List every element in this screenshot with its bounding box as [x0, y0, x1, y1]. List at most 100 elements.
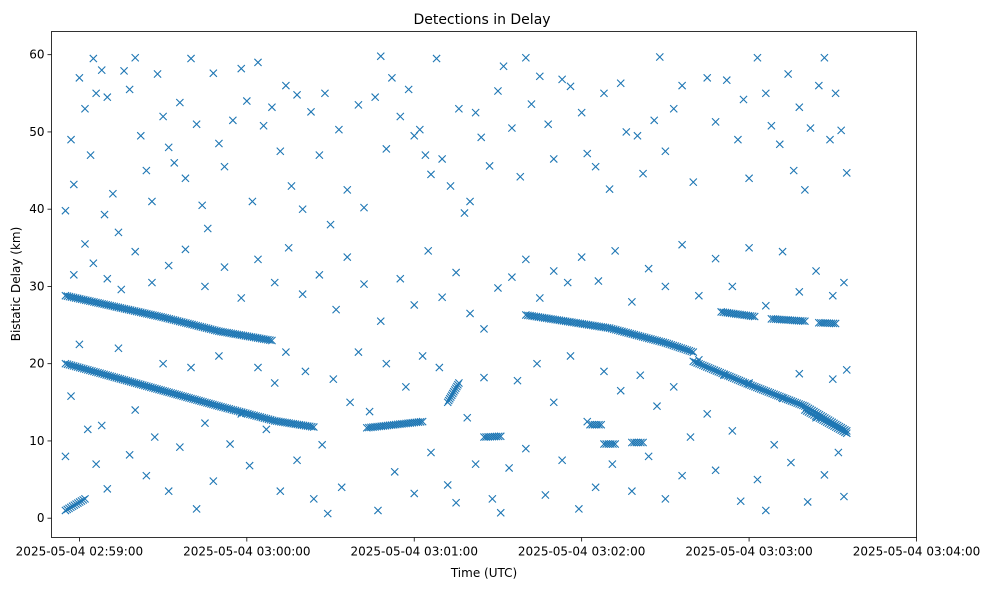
detection-point [839, 492, 848, 501]
detection-point [120, 66, 129, 75]
detection-point [301, 367, 310, 376]
detection-point [815, 414, 824, 423]
detection-point [636, 438, 645, 447]
detection-point [817, 415, 826, 424]
detection-point [396, 274, 405, 283]
detection-point [315, 151, 324, 160]
detection-point [733, 135, 742, 144]
detection-point [92, 89, 101, 98]
y-tick-label: 10 [29, 434, 44, 448]
detection-point [828, 291, 837, 300]
detection-point [820, 417, 829, 426]
detection-point [549, 266, 558, 275]
detection-point [833, 424, 842, 433]
detection-point [309, 494, 318, 503]
detection-point [826, 420, 835, 429]
x-axis: 2025-05-04 02:59:00 2025-05-04 03:00:00 20… [16, 537, 980, 559]
detection-point [839, 427, 848, 436]
detection-point [661, 282, 670, 291]
detection-point [181, 245, 190, 254]
detection-point [800, 185, 809, 194]
detection-point [840, 428, 849, 437]
detection-point [750, 312, 759, 321]
detection-point [181, 174, 190, 183]
detection-point [644, 264, 653, 273]
y-tick-label: 20 [29, 357, 44, 371]
detection-point [563, 278, 572, 287]
detection-point [237, 294, 246, 303]
detection-point [276, 487, 285, 496]
detection-point [828, 421, 837, 430]
detection-point [131, 53, 140, 62]
detection-point [480, 324, 488, 333]
detection-point [831, 423, 840, 432]
detection-point [819, 416, 828, 425]
detection-point [795, 369, 804, 378]
detection-point [97, 66, 106, 75]
x-tick-label: 2025-05-04 03:01:00 [351, 545, 478, 559]
detection-point [811, 412, 820, 421]
detection-point [318, 440, 327, 449]
detection-point [837, 426, 846, 435]
detection-markers [61, 52, 851, 518]
detection-point [814, 81, 823, 90]
detection-point [831, 319, 840, 328]
detection-point [382, 144, 391, 153]
detection-point [103, 274, 112, 283]
detection-point [499, 62, 508, 71]
detection-point [627, 297, 636, 306]
detection-point [463, 413, 472, 422]
detection-point [678, 471, 687, 480]
detection-point [784, 69, 793, 78]
detection-point [67, 392, 76, 401]
detection-point [452, 268, 461, 277]
detection-point [108, 189, 117, 198]
detection-point [323, 509, 332, 518]
detection-point [80, 104, 89, 113]
detection-point [426, 448, 435, 457]
detection-point [775, 140, 784, 149]
detection-point [466, 309, 475, 318]
detection-point [298, 205, 307, 214]
detection-point [800, 406, 809, 415]
detection-point [494, 432, 503, 441]
detection-point [209, 69, 218, 78]
detection-point [521, 444, 530, 453]
detection-point [770, 440, 779, 449]
detection-point [376, 52, 385, 61]
detection-point [237, 64, 246, 73]
x-tick-label: 2025-05-04 03:00:00 [183, 545, 310, 559]
detection-point [220, 162, 229, 171]
detection-point [608, 440, 617, 449]
detection-point [298, 290, 307, 299]
detection-point [142, 471, 151, 480]
detection-point [326, 220, 335, 229]
detection-point [253, 363, 262, 372]
detection-point [159, 359, 168, 368]
detection-point [608, 460, 617, 469]
detection-point [822, 418, 831, 427]
detection-point [493, 86, 502, 95]
detection-point [86, 151, 95, 160]
detection-point [493, 283, 502, 292]
detection-point [574, 504, 583, 513]
detection-point [147, 278, 156, 287]
detection-point [655, 53, 664, 61]
detection-point [789, 166, 798, 175]
detection-point [187, 363, 196, 372]
detection-point [214, 139, 223, 148]
detection-point [97, 421, 106, 430]
detection-point [426, 170, 435, 179]
detection-point [753, 53, 762, 62]
detection-point [61, 452, 70, 461]
detection-point [315, 270, 324, 279]
detection-point [309, 423, 318, 432]
detection-point [267, 336, 276, 345]
detection-point [748, 312, 757, 321]
detection-point [396, 112, 405, 121]
detection-point [80, 494, 89, 503]
detection-point [404, 85, 413, 94]
detection-point [480, 373, 488, 382]
detection-point [192, 504, 201, 513]
